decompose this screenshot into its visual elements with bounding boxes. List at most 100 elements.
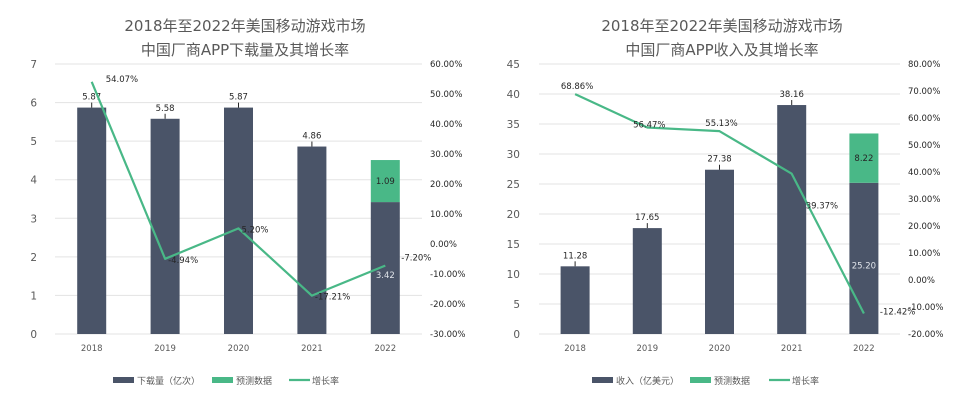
- y2-axis-tick-label: -20.00%: [908, 330, 943, 340]
- bar-data-label: 27.38: [707, 155, 731, 165]
- growth-rate-label: -17.21%: [315, 293, 350, 303]
- y-axis-tick-label: 25: [507, 179, 520, 191]
- forecast-data-label: 8.22: [854, 154, 873, 164]
- y-axis-tick-label: 4: [30, 175, 37, 187]
- growth-rate-label: 5.20%: [242, 225, 269, 235]
- bar-actual: [777, 105, 807, 334]
- bar-actual: [150, 118, 180, 335]
- y-axis-tick-label: 10: [507, 269, 520, 281]
- bar-data-label: 5.87: [82, 93, 101, 103]
- y2-axis-tick-label: 80.00%: [908, 60, 940, 70]
- bar-data-label: 11.28: [563, 251, 587, 261]
- y2-axis-tick-label: 10.00%: [908, 249, 940, 259]
- y2-axis-tick-label: 20.00%: [908, 222, 940, 232]
- bar-data-label: 3.42: [376, 271, 395, 281]
- legend-label: 收入（亿美元）: [616, 375, 679, 387]
- legend-swatch-forecast: [212, 377, 233, 383]
- y-axis-tick-label: 3: [30, 213, 37, 225]
- legend-label: 增长率: [312, 375, 339, 387]
- growth-rate-label: 56.47%: [633, 121, 665, 131]
- bar-actual: [370, 202, 400, 334]
- legend-label: 预测数据: [714, 375, 750, 387]
- y-axis-tick-label: 2: [30, 252, 37, 264]
- growth-rate-line: [90, 81, 386, 297]
- bar-data-label: 17.65: [635, 213, 659, 223]
- bar-actual: [224, 107, 253, 334]
- growth-rate-label: -12.42%: [880, 308, 915, 318]
- chart-title-line: 2018年至2022年美国移动游戏市场: [124, 17, 365, 35]
- y-axis-tick-label: 20: [507, 209, 520, 221]
- y2-axis-tick-label: 70.00%: [908, 87, 940, 97]
- x-axis-tick-label: 2020: [709, 344, 731, 354]
- x-axis-tick-label: 2019: [154, 344, 176, 354]
- x-axis-tick-label: 2018: [564, 344, 586, 354]
- chart-title-line: 中国厂商APP下载量及其增长率: [141, 41, 349, 59]
- y-axis-tick-label: 1: [30, 290, 37, 302]
- y-axis-tick-label: 6: [30, 98, 37, 110]
- legend-swatch-actual: [592, 377, 613, 383]
- y-axis-tick-label: 0: [30, 329, 37, 341]
- y2-axis-tick-label: 30.00%: [430, 150, 462, 160]
- bar-data-label: 25.20: [852, 261, 876, 271]
- y2-axis-tick-label: 20.00%: [430, 180, 462, 190]
- y2-axis-tick-label: 50.00%: [908, 141, 940, 151]
- legend: 下载量（亿次） 预测数据 增长率: [113, 375, 339, 387]
- y-axis-tick-label: 5: [30, 136, 37, 148]
- growth-rate-label: 54.07%: [106, 75, 138, 85]
- y2-axis-tick-label: 0.00%: [908, 276, 935, 286]
- y-axis-tick-label: 5: [513, 299, 520, 311]
- bar-actual: [849, 182, 879, 334]
- growth-rate-label: 39.37%: [806, 202, 838, 212]
- bar-actual: [560, 266, 590, 334]
- bar-data-label: 4.86: [302, 132, 321, 142]
- chart-title-line: 2018年至2022年美国移动游戏市场: [601, 17, 842, 35]
- growth-rate-label: 55.13%: [705, 119, 737, 129]
- y-axis-tick-label: 0: [513, 329, 520, 341]
- legend-label: 预测数据: [236, 375, 272, 387]
- bar-data-label: 5.58: [156, 104, 175, 114]
- bar-actual: [705, 169, 734, 334]
- bar-actual: [77, 107, 107, 334]
- x-axis-tick-label: 2021: [781, 344, 803, 354]
- y2-axis-tick-label: 60.00%: [430, 60, 462, 70]
- x-axis-tick-label: 2020: [228, 344, 250, 354]
- y2-axis-tick-label: 40.00%: [908, 168, 940, 178]
- y2-axis-tick-label: 40.00%: [430, 120, 462, 130]
- bar-forecast: [370, 160, 400, 203]
- bar-data-label: 38.16: [780, 90, 804, 100]
- bar-data-label: 5.87: [229, 93, 248, 103]
- x-axis-tick-label: 2022: [374, 344, 396, 354]
- legend-label: 下载量（亿次）: [137, 375, 200, 387]
- y-axis-tick-label: 15: [507, 239, 520, 251]
- x-axis-tick-label: 2018: [81, 344, 103, 354]
- forecast-data-label: 1.09: [376, 177, 395, 187]
- bar-forecast: [849, 133, 879, 183]
- legend-swatch-actual: [113, 377, 134, 383]
- x-axis-tick-label: 2021: [301, 344, 323, 354]
- bar-actual: [297, 146, 327, 334]
- y-axis-tick-label: 40: [507, 89, 520, 101]
- y2-axis-tick-label: -10.00%: [430, 270, 465, 280]
- legend-swatch-forecast: [690, 377, 711, 383]
- y2-axis-tick-label: -30.00%: [430, 330, 465, 340]
- y2-axis-tick-label: 10.00%: [430, 210, 462, 220]
- y2-axis-tick-label: 0.00%: [430, 240, 457, 250]
- y2-axis-tick-label: 60.00%: [908, 114, 940, 124]
- x-axis-tick-label: 2019: [636, 344, 658, 354]
- growth-rate-label: 68.86%: [561, 82, 593, 92]
- y2-axis-tick-label: 50.00%: [430, 90, 462, 100]
- y-axis-tick-label: 7: [30, 59, 37, 71]
- y2-axis-tick-label: -20.00%: [430, 300, 465, 310]
- growth-rate-line: [574, 93, 865, 315]
- x-axis-tick-label: 2022: [853, 344, 875, 354]
- bar-actual: [632, 228, 662, 334]
- chart-title-line: 中国厂商APP收入及其增长率: [625, 41, 818, 59]
- growth-rate-label: -4.94%: [168, 256, 198, 266]
- y-axis-tick-label: 30: [507, 149, 520, 161]
- y-axis-tick-label: 45: [507, 59, 520, 71]
- y-axis-tick-label: 35: [507, 119, 520, 131]
- y2-axis-tick-label: 30.00%: [908, 195, 940, 205]
